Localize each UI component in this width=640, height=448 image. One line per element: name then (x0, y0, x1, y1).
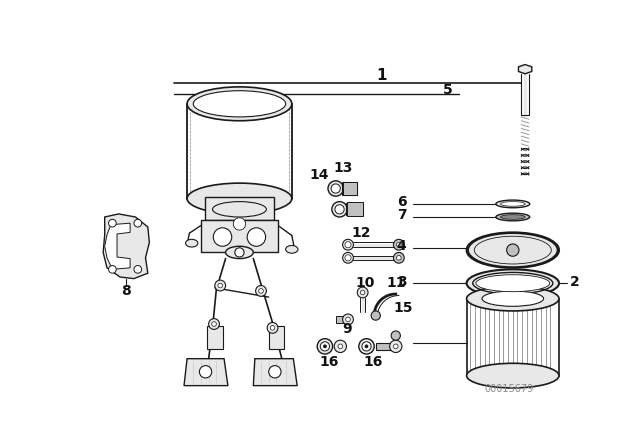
Polygon shape (348, 202, 363, 216)
Circle shape (134, 266, 141, 273)
Circle shape (269, 366, 281, 378)
Ellipse shape (467, 269, 559, 297)
Circle shape (346, 317, 350, 322)
Circle shape (212, 322, 216, 326)
Bar (201, 220, 278, 252)
Ellipse shape (500, 215, 525, 220)
Ellipse shape (186, 239, 198, 247)
Polygon shape (184, 359, 228, 386)
Circle shape (235, 248, 244, 257)
Text: 13: 13 (333, 161, 353, 175)
Ellipse shape (496, 213, 530, 221)
Bar (336, 315, 345, 323)
Circle shape (234, 218, 246, 230)
Circle shape (259, 289, 263, 293)
Circle shape (317, 339, 333, 354)
Text: 5: 5 (442, 83, 452, 97)
Circle shape (334, 340, 346, 353)
Text: 9: 9 (342, 323, 352, 336)
Circle shape (109, 266, 116, 273)
Ellipse shape (212, 202, 266, 217)
Ellipse shape (467, 286, 559, 311)
Bar (346, 203, 363, 215)
Circle shape (362, 342, 371, 351)
Circle shape (218, 283, 223, 288)
Text: 7: 7 (397, 208, 406, 223)
Ellipse shape (468, 233, 557, 267)
Text: 15: 15 (394, 301, 413, 315)
Bar (207, 326, 223, 349)
Circle shape (357, 287, 368, 298)
Circle shape (394, 239, 404, 250)
Circle shape (359, 339, 374, 354)
Text: 00015679: 00015679 (484, 383, 534, 394)
Bar (376, 343, 393, 350)
Text: 10: 10 (355, 276, 374, 290)
Circle shape (394, 252, 404, 263)
Circle shape (109, 220, 116, 227)
Circle shape (345, 241, 351, 248)
Text: 11: 11 (386, 276, 406, 290)
Text: 4: 4 (397, 239, 406, 253)
Circle shape (209, 319, 220, 329)
Ellipse shape (467, 363, 559, 388)
Text: 16: 16 (319, 355, 339, 369)
Circle shape (270, 326, 275, 330)
Bar (342, 182, 357, 195)
Ellipse shape (187, 183, 292, 214)
Text: 6: 6 (397, 195, 406, 209)
Circle shape (247, 228, 266, 246)
Polygon shape (518, 65, 532, 74)
Circle shape (345, 255, 351, 261)
Circle shape (335, 205, 344, 214)
Polygon shape (103, 214, 149, 279)
Circle shape (332, 202, 348, 217)
Circle shape (390, 340, 402, 353)
Ellipse shape (285, 246, 298, 253)
Circle shape (323, 345, 326, 348)
Polygon shape (105, 223, 130, 269)
Text: 2: 2 (570, 275, 580, 289)
Circle shape (360, 290, 365, 295)
Circle shape (342, 239, 353, 250)
Text: 14: 14 (309, 168, 328, 182)
Circle shape (342, 252, 353, 263)
Circle shape (397, 255, 401, 260)
Circle shape (397, 242, 401, 247)
Circle shape (328, 181, 344, 196)
Ellipse shape (193, 91, 285, 117)
Ellipse shape (476, 275, 550, 292)
Ellipse shape (187, 87, 292, 121)
Text: 1: 1 (377, 68, 387, 83)
Text: 3: 3 (397, 275, 406, 289)
Circle shape (507, 244, 519, 256)
Circle shape (134, 220, 141, 227)
Polygon shape (253, 359, 297, 386)
Circle shape (213, 228, 232, 246)
Ellipse shape (500, 202, 525, 206)
Circle shape (342, 314, 353, 325)
Circle shape (338, 344, 342, 349)
Circle shape (394, 344, 398, 349)
Circle shape (255, 285, 266, 296)
Polygon shape (344, 182, 357, 195)
Bar (269, 326, 284, 349)
Ellipse shape (225, 246, 253, 258)
Circle shape (391, 331, 401, 340)
Circle shape (365, 345, 368, 348)
Circle shape (200, 366, 212, 378)
Circle shape (215, 280, 225, 291)
Text: 16: 16 (363, 355, 382, 369)
Circle shape (331, 184, 340, 193)
Text: 12: 12 (351, 226, 371, 240)
Ellipse shape (482, 291, 543, 306)
Circle shape (320, 342, 330, 351)
Text: 8: 8 (122, 284, 131, 298)
Circle shape (267, 323, 278, 333)
Ellipse shape (496, 200, 530, 208)
Bar (205, 197, 274, 220)
Circle shape (371, 311, 380, 320)
